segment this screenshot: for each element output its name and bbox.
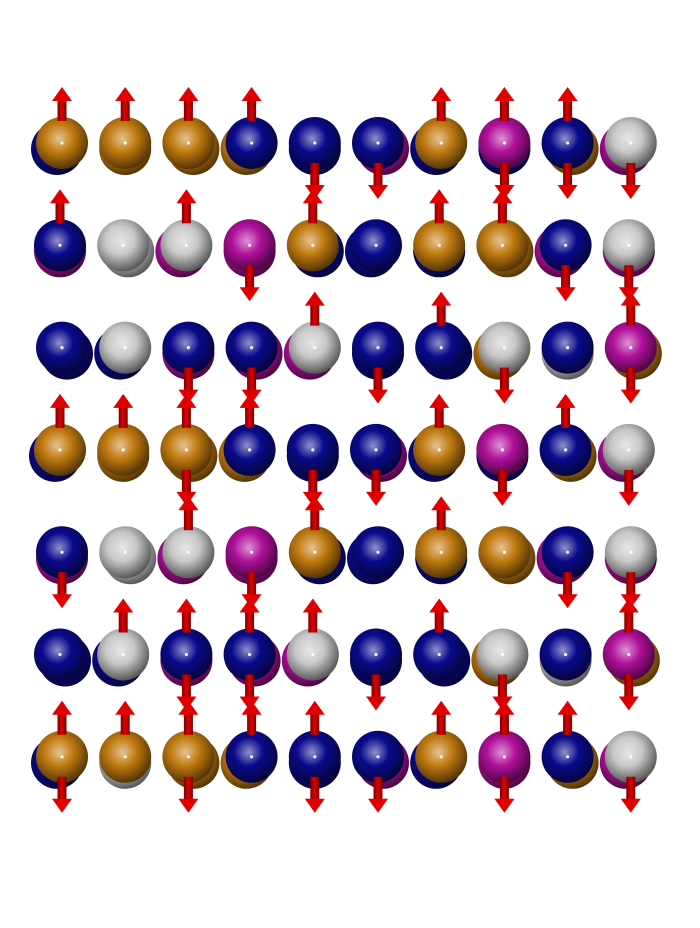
atom-center-dot — [629, 551, 632, 554]
atom-center-dot — [438, 448, 441, 451]
atom-center-dot — [60, 755, 63, 758]
atom-center-dot — [440, 346, 443, 349]
atom-center-dot — [440, 141, 443, 144]
atom-center-dot — [250, 551, 253, 554]
atom-center-dot — [248, 653, 251, 656]
atom-center-dot — [376, 346, 379, 349]
atom-center-dot — [440, 755, 443, 758]
atom-center-dot — [122, 653, 125, 656]
atom-center-dot — [124, 755, 127, 758]
atom-center-dot — [248, 448, 251, 451]
atom-center-dot — [60, 551, 63, 554]
atom-center-dot — [374, 653, 377, 656]
atom-center-dot — [438, 244, 441, 247]
atom-center-dot — [250, 346, 253, 349]
atom-center-dot — [185, 448, 188, 451]
atom-center-dot — [185, 653, 188, 656]
atom-center-dot — [566, 551, 569, 554]
atom-center-dot — [564, 244, 567, 247]
atom-center-dot — [503, 141, 506, 144]
atom-center-dot — [187, 755, 190, 758]
atom-center-dot — [124, 551, 127, 554]
atom-center-dot — [187, 551, 190, 554]
atom-center-dot — [60, 346, 63, 349]
atom-center-dot — [627, 448, 630, 451]
atom-center-dot — [503, 551, 506, 554]
atom-center-dot — [311, 653, 314, 656]
atom-center-dot — [58, 244, 61, 247]
atom-center-dot — [374, 244, 377, 247]
atom-center-dot — [503, 346, 506, 349]
atom-center-dot — [313, 755, 316, 758]
atom-center-dot — [376, 141, 379, 144]
atom-center-dot — [250, 755, 253, 758]
atom-center-dot — [438, 653, 441, 656]
atom-center-dot — [629, 755, 632, 758]
atom-center-dot — [501, 653, 504, 656]
atom-center-dot — [313, 551, 316, 554]
atom-center-dot — [501, 244, 504, 247]
atom-center-dot — [311, 448, 314, 451]
atom-center-dot — [187, 346, 190, 349]
atom-center-dot — [501, 448, 504, 451]
atom-center-dot — [313, 346, 316, 349]
atom-center-dot — [376, 551, 379, 554]
atom-center-dot — [503, 755, 506, 758]
atom-center-dot — [313, 141, 316, 144]
atom-center-dot — [248, 244, 251, 247]
atom-center-dot — [566, 755, 569, 758]
atom-center-dot — [124, 141, 127, 144]
atom-center-dot — [185, 244, 188, 247]
atom-center-dot — [564, 448, 567, 451]
atom-center-dot — [187, 141, 190, 144]
atom-center-dot — [374, 448, 377, 451]
atom-center-dot — [58, 448, 61, 451]
atom-center-dot — [564, 653, 567, 656]
atom-center-dot — [122, 244, 125, 247]
atom-center-dot — [250, 141, 253, 144]
atom-center-dot — [122, 448, 125, 451]
atom-center-dot — [629, 346, 632, 349]
atom-center-dot — [627, 653, 630, 656]
atom-center-dot — [311, 244, 314, 247]
atom-center-dot — [440, 551, 443, 554]
atom-center-dot — [566, 346, 569, 349]
atom-center-dot — [566, 141, 569, 144]
atom-center-dot — [60, 141, 63, 144]
atom-center-dot — [629, 141, 632, 144]
atom-center-dot — [58, 653, 61, 656]
atom-center-dot — [124, 346, 127, 349]
atom-center-dot — [376, 755, 379, 758]
atom-center-dot — [627, 244, 630, 247]
